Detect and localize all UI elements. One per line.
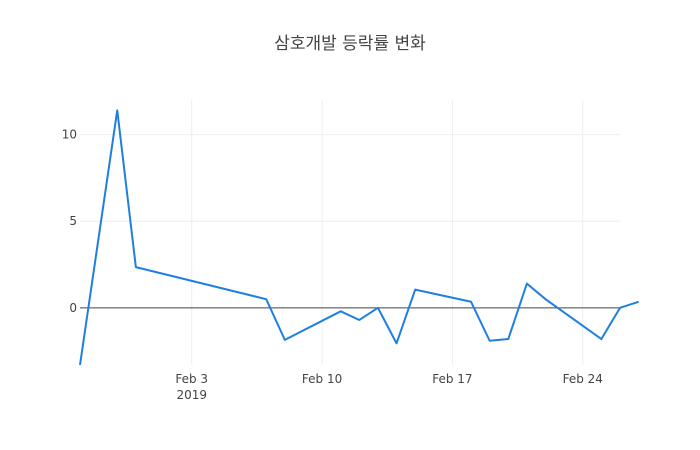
x-tick-year-label: 2019 — [176, 388, 207, 402]
y-tick-label: 0 — [69, 301, 77, 315]
x-gridlines — [191, 100, 584, 365]
y-tick-label: 10 — [62, 128, 77, 142]
x-tick-label: Feb 24 — [563, 372, 603, 386]
x-tick-label: Feb 17 — [432, 372, 472, 386]
x-tick-label: Feb 3 — [175, 372, 208, 386]
x-tick-labels: Feb 3 2019 Feb 10 Feb 17 Feb 24 — [175, 372, 603, 402]
chart-title: 삼호개발 등락률 변화 — [274, 34, 426, 54]
y-gridlines — [80, 134, 620, 222]
y-tick-label: 5 — [69, 214, 77, 228]
series-group — [79, 109, 639, 366]
x-tick-label: Feb 10 — [302, 372, 342, 386]
y-tick-labels: 0 5 10 — [62, 128, 77, 315]
series-line — [79, 109, 639, 366]
